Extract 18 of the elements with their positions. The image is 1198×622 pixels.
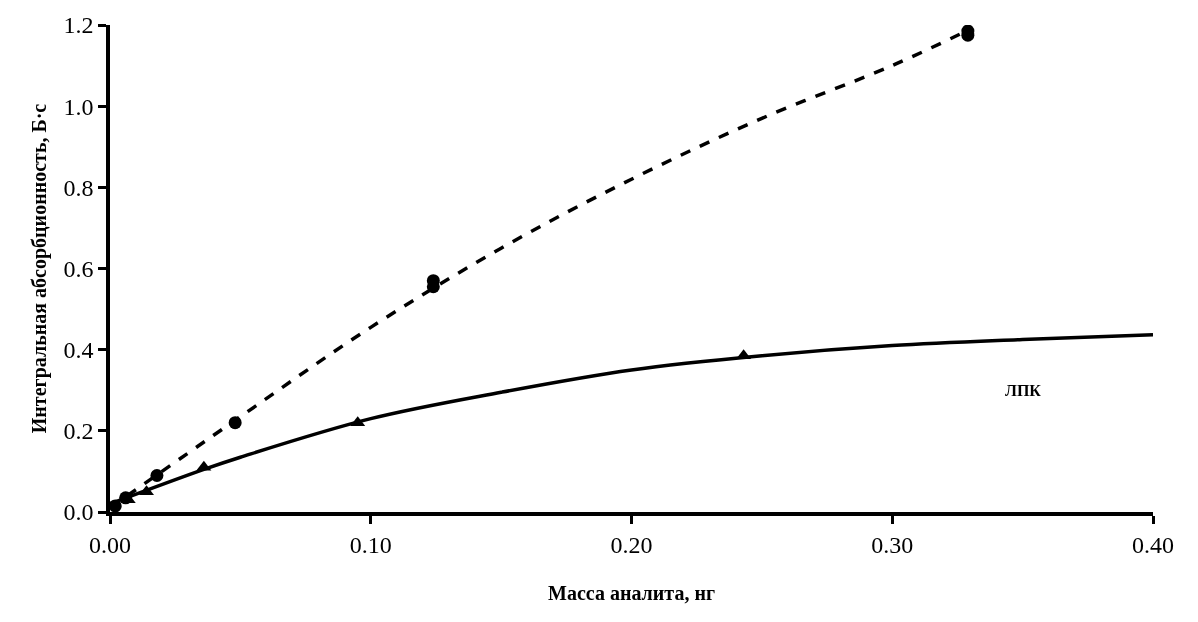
x-tick-label: 0.10	[349, 531, 392, 558]
point	[150, 468, 164, 482]
x-axis-title: Масса аналита, нг	[548, 581, 715, 604]
x-tick-label: 0.00	[89, 531, 131, 558]
y-tick-label: 1.2	[63, 12, 94, 39]
y-tick-label: 0.0	[63, 499, 94, 526]
x-tick-label: 0.40	[1132, 531, 1174, 558]
x-tick-label: 0.20	[610, 531, 653, 558]
y-tick-label: 1.0	[63, 93, 94, 120]
y-tick-label: 0.6	[63, 255, 94, 282]
text: ЛПК	[1005, 382, 1042, 399]
x-tick-label: 0.30	[871, 531, 914, 558]
y-tick-label: 0.2	[63, 418, 94, 445]
point	[228, 416, 242, 430]
y-axis-title: Интегральная абсорбционность, Б·с	[28, 103, 52, 434]
y-tick-label: 0.8	[63, 174, 94, 201]
y-tick-label: 0.4	[63, 337, 94, 364]
point	[110, 499, 122, 512]
